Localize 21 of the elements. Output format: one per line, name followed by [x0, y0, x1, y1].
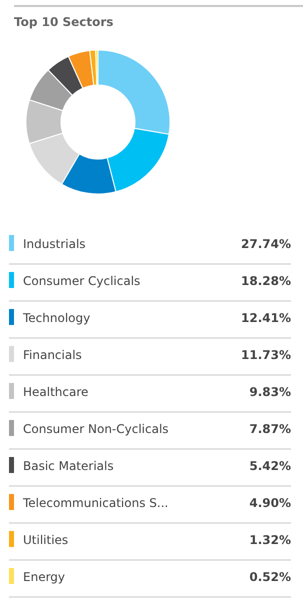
chart-title: Top 10 Sectors [14, 15, 114, 29]
data-label: 1.32% [249, 533, 291, 547]
data-label: 4.90% [249, 496, 291, 510]
data-label: 12.41% [241, 311, 291, 325]
legend-label: Consumer Non-Cyclicals [23, 422, 169, 436]
data-label: 9.83% [249, 385, 291, 399]
legend-label: Consumer Cyclicals [23, 274, 140, 288]
legend-label: Basic Materials [23, 459, 114, 473]
data-label: 7.87% [249, 422, 291, 436]
legend-label: Utilities [23, 533, 68, 547]
legend-label: Energy [23, 570, 66, 584]
data-label: 11.73% [241, 348, 291, 362]
data-label: 27.74% [241, 237, 291, 251]
legend-label: Telecommunications S... [22, 496, 168, 510]
legend-label: Technology [22, 311, 90, 325]
data-label: 0.52% [249, 570, 291, 584]
legend-label: Healthcare [23, 385, 88, 399]
legend-label: Financials [23, 348, 82, 362]
legend-label: Industrials [23, 237, 86, 251]
data-label: 18.28% [241, 274, 291, 288]
data-label: 5.42% [249, 459, 291, 473]
